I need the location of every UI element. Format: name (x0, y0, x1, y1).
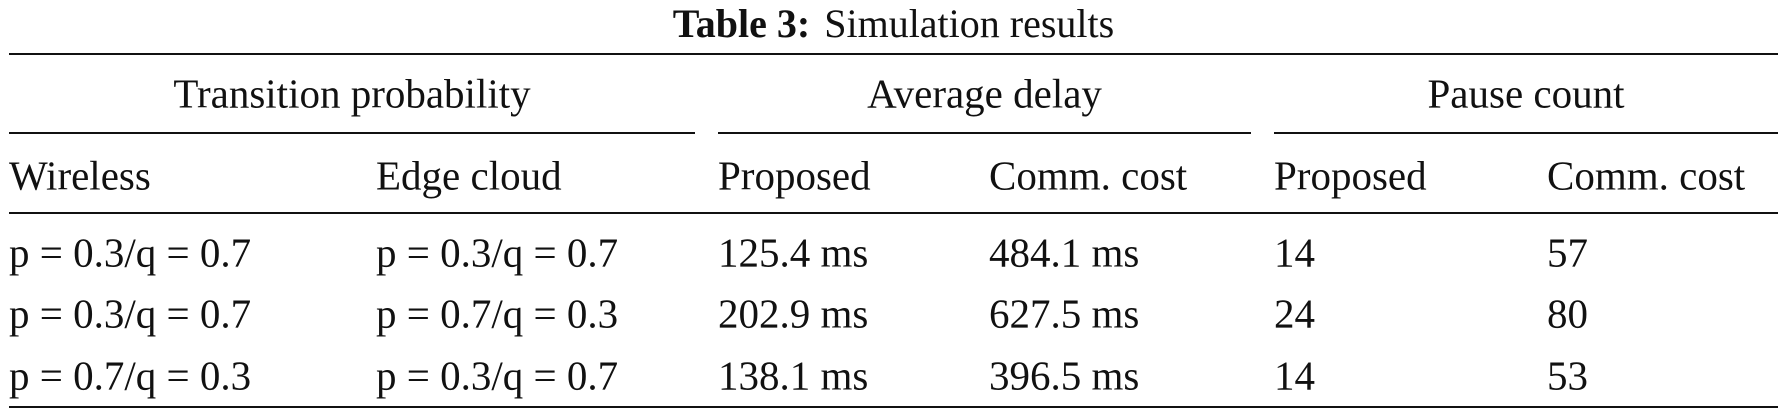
table-cell: 80 (1547, 290, 1588, 337)
table-cell: p = 0.7/q = 0.3 (376, 290, 619, 337)
table-cell: 484.1 ms (989, 229, 1140, 276)
table-cell: 57 (1547, 229, 1588, 276)
column-header: Edge cloud (376, 152, 562, 199)
caption-label: Table 3: (672, 1, 811, 46)
top-rule (9, 53, 1778, 55)
table-cell: 125.4 ms (718, 229, 869, 276)
table-cell: 138.1 ms (718, 352, 869, 399)
table-cell: 24 (1274, 290, 1315, 337)
group-header: Pause count (1427, 70, 1625, 117)
group-header: Transition probability (173, 70, 531, 117)
table-cell: 396.5 ms (989, 352, 1140, 399)
table-cell: p = 0.3/q = 0.7 (376, 229, 619, 276)
table-caption: Table 3: Simulation results (0, 4, 1787, 44)
group-header: Average delay (867, 70, 1102, 117)
group-rule (9, 132, 695, 134)
table-cell: p = 0.3/q = 0.7 (376, 352, 619, 399)
column-header: Wireless (9, 152, 151, 199)
column-header: Proposed (1274, 152, 1427, 199)
caption-text: Simulation results (824, 1, 1115, 46)
table-cell: p = 0.3/q = 0.7 (9, 290, 252, 337)
column-header: Comm. cost (1547, 152, 1746, 199)
group-rule (718, 132, 1251, 134)
group-rule (1274, 132, 1778, 134)
bottom-rule (9, 406, 1778, 408)
table-cell: 14 (1274, 229, 1315, 276)
column-header: Comm. cost (989, 152, 1188, 199)
table-cell: 53 (1547, 352, 1588, 399)
table-cell: 202.9 ms (718, 290, 869, 337)
table-cell: 627.5 ms (989, 290, 1140, 337)
table-cell: p = 0.7/q = 0.3 (9, 352, 252, 399)
table-cell: 14 (1274, 352, 1315, 399)
mid-rule (9, 212, 1778, 214)
column-header: Proposed (718, 152, 871, 199)
table-cell: p = 0.3/q = 0.7 (9, 229, 252, 276)
